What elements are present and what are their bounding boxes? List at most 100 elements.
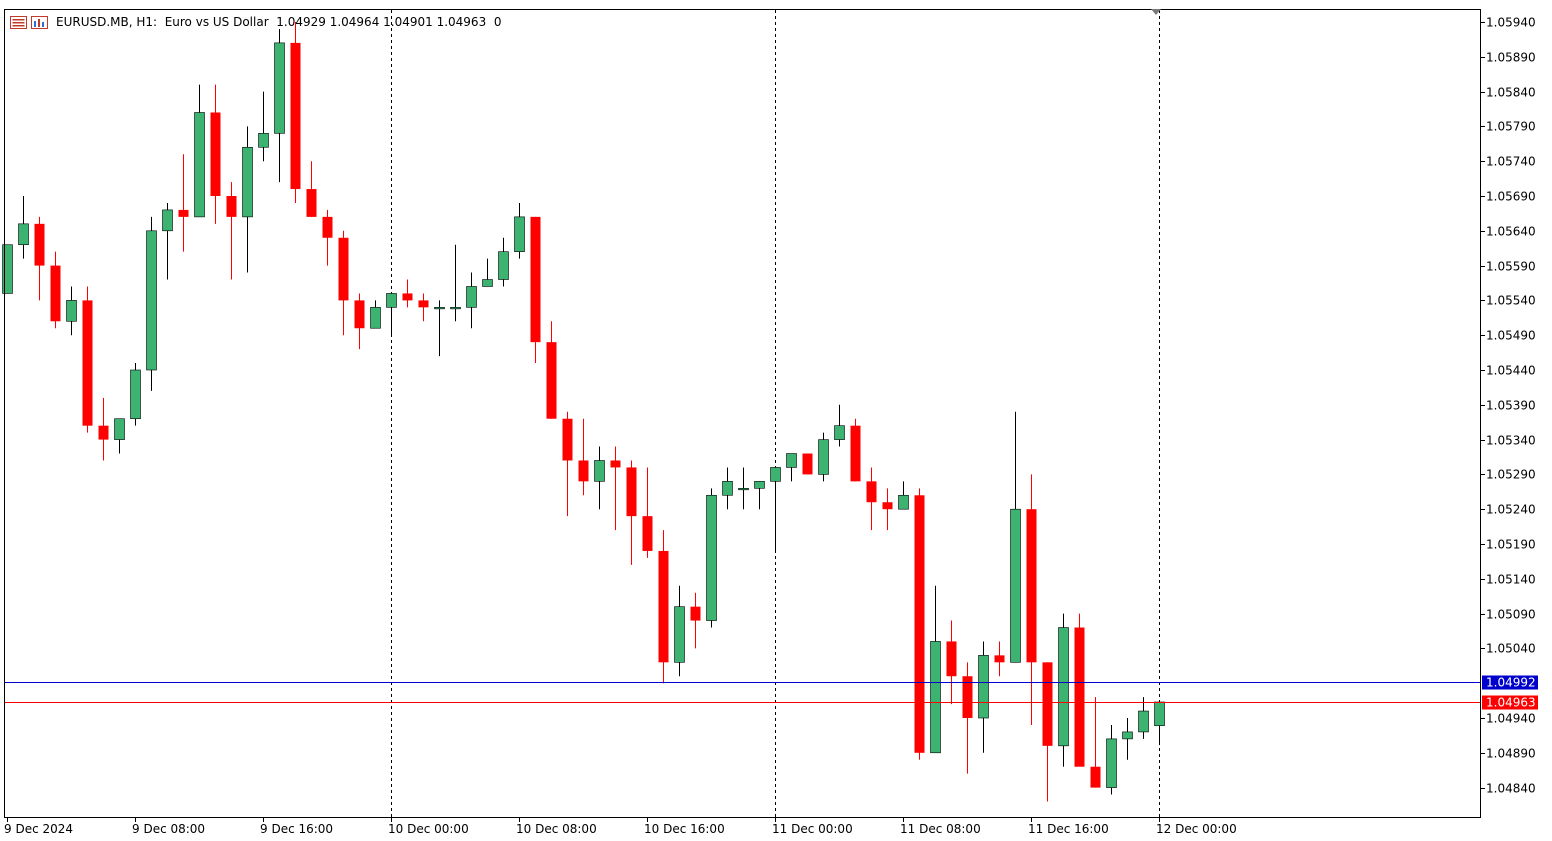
candle[interactable]	[82, 286, 93, 433]
candle[interactable]	[962, 662, 973, 774]
candle[interactable]	[1106, 724, 1117, 795]
candle[interactable]	[370, 300, 381, 329]
candle[interactable]	[1074, 613, 1085, 767]
candle[interactable]	[306, 161, 317, 217]
candle[interactable]	[146, 216, 157, 391]
price-tick-label: 1.05440	[1486, 364, 1536, 378]
candle[interactable]	[66, 286, 77, 336]
candle-body	[290, 42, 301, 190]
candle[interactable]	[738, 467, 749, 510]
candle[interactable]	[466, 272, 477, 329]
candle[interactable]	[866, 467, 877, 531]
candle[interactable]	[978, 641, 989, 753]
candle[interactable]	[226, 182, 237, 280]
candle[interactable]	[450, 244, 461, 322]
candle[interactable]	[946, 620, 957, 705]
candle[interactable]	[642, 467, 653, 558]
price-tick-label: 1.05190	[1486, 538, 1536, 552]
price-tick-label: 1.05040	[1486, 642, 1536, 656]
candle-body	[1090, 766, 1101, 788]
candle[interactable]	[562, 411, 573, 517]
candle[interactable]	[690, 592, 701, 649]
candle[interactable]	[1138, 697, 1149, 739]
candle[interactable]	[18, 196, 29, 259]
candle[interactable]	[434, 300, 445, 357]
candle[interactable]	[34, 216, 45, 301]
candle[interactable]	[1010, 411, 1021, 663]
candle[interactable]	[610, 446, 621, 531]
candle-body	[466, 286, 477, 308]
price-lines-layer	[5, 682, 1480, 703]
candle[interactable]	[242, 126, 253, 273]
time-tick-label: 12 Dec 00:00	[1156, 822, 1237, 836]
candle[interactable]	[386, 293, 397, 336]
candle[interactable]	[1058, 613, 1069, 767]
candle[interactable]	[578, 418, 589, 496]
candle[interactable]	[290, 22, 301, 203]
candle-body	[578, 460, 589, 482]
candle-body	[514, 216, 525, 252]
candle[interactable]	[50, 251, 61, 329]
candle-body	[402, 293, 413, 301]
candle[interactable]	[1090, 697, 1101, 788]
candle[interactable]	[754, 481, 765, 510]
candle[interactable]	[530, 216, 541, 364]
candle[interactable]	[706, 488, 717, 628]
chart-window-icon[interactable]	[31, 15, 48, 29]
candle[interactable]	[850, 418, 861, 482]
candle[interactable]	[482, 258, 493, 287]
candle[interactable]	[546, 321, 557, 419]
candle[interactable]	[818, 432, 829, 482]
candle[interactable]	[770, 467, 781, 551]
candle[interactable]	[130, 363, 141, 426]
chart-header: EURUSD.MB, H1: Euro vs US Dollar 1.04929…	[10, 14, 501, 30]
candle-body	[546, 342, 557, 419]
candle[interactable]	[162, 202, 173, 280]
candle[interactable]	[882, 488, 893, 531]
candle-body	[50, 265, 61, 322]
candle-body	[450, 307, 461, 310]
candle[interactable]	[1122, 718, 1133, 760]
candle[interactable]	[178, 154, 189, 252]
candle-body	[114, 418, 125, 440]
candle-body	[2, 244, 13, 294]
candle[interactable]	[338, 230, 349, 336]
candle[interactable]	[322, 209, 333, 266]
price-tick-label: 1.05690	[1486, 190, 1536, 204]
candle-body	[770, 467, 781, 482]
candle[interactable]	[674, 585, 685, 677]
candle[interactable]	[402, 279, 413, 308]
candle-body	[226, 196, 237, 217]
price-tick-label: 1.05890	[1486, 51, 1536, 65]
candle[interactable]	[786, 453, 797, 482]
candle[interactable]	[994, 641, 1005, 677]
candle[interactable]	[418, 293, 429, 322]
candle-body	[834, 425, 845, 440]
candle[interactable]	[914, 488, 925, 760]
candle[interactable]	[898, 481, 909, 510]
candle[interactable]	[1042, 662, 1053, 802]
candle[interactable]	[626, 460, 637, 565]
candle[interactable]	[114, 418, 125, 454]
candle[interactable]	[1026, 474, 1037, 725]
shift-marker-icon[interactable]	[1151, 9, 1161, 15]
candle[interactable]	[98, 397, 109, 461]
candle[interactable]	[2, 244, 13, 294]
candle[interactable]	[930, 585, 941, 754]
candle[interactable]	[1154, 701, 1165, 746]
candle[interactable]	[594, 446, 605, 510]
candle[interactable]	[210, 84, 221, 224]
price-tick-label: 1.05790	[1486, 120, 1536, 134]
candle[interactable]	[834, 404, 845, 447]
candle[interactable]	[498, 237, 509, 287]
candle[interactable]	[354, 293, 365, 350]
candle[interactable]	[802, 453, 813, 475]
candle[interactable]	[258, 91, 269, 162]
candle[interactable]	[658, 530, 669, 684]
menu-lines-icon[interactable]	[10, 15, 27, 29]
candle[interactable]	[514, 202, 525, 259]
candle[interactable]	[274, 28, 285, 183]
candle[interactable]	[194, 84, 205, 218]
candle[interactable]	[722, 467, 733, 510]
